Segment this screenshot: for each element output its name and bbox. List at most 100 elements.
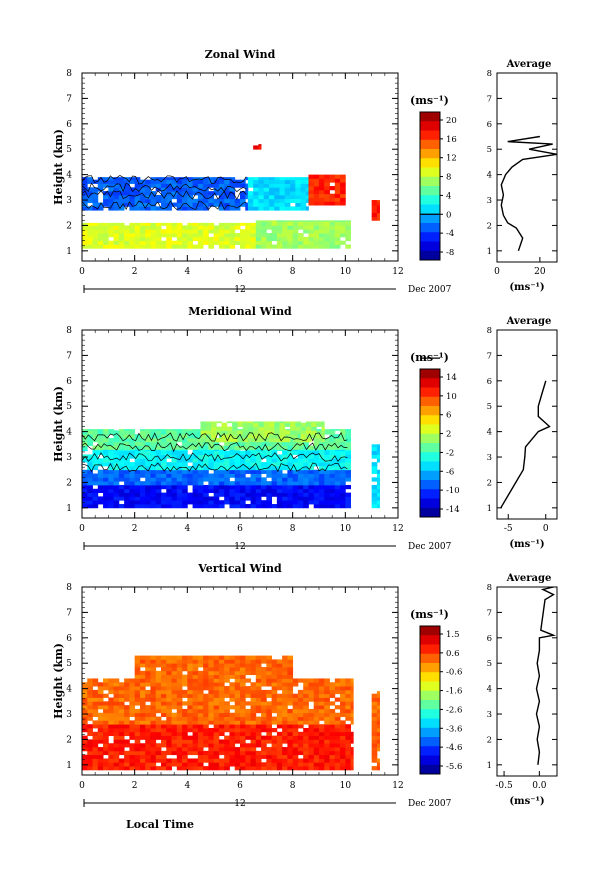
y-tick-label: 4	[66, 171, 72, 181]
heatmap-cell	[334, 441, 341, 446]
heatmap-cell	[229, 739, 236, 744]
heatmap-cell	[113, 693, 120, 698]
heatmap-cell	[218, 663, 225, 668]
heatmap-cell	[203, 194, 209, 200]
colorbar-frame	[419, 111, 441, 261]
heatmap-cell	[139, 724, 146, 729]
heatmap-cell	[203, 682, 209, 687]
heatmap-cell	[234, 693, 241, 698]
heatmap-cell	[166, 469, 172, 474]
heatmap-cell	[208, 720, 215, 725]
heatmap-cell	[87, 177, 93, 181]
heatmap-cell	[324, 697, 330, 702]
heatmap-cell	[266, 481, 272, 486]
heatmap-cell	[82, 236, 88, 242]
heatmap-cell	[176, 689, 183, 695]
heatmap-cell	[161, 481, 167, 486]
heatmap-cell	[276, 743, 283, 748]
heatmap-cell	[261, 682, 267, 687]
heatmap-cell	[218, 183, 225, 188]
heatmap-cell	[329, 473, 336, 478]
heatmap-cell	[237, 437, 244, 443]
heatmap-cell	[295, 179, 301, 184]
heatmap-cell	[287, 229, 294, 234]
heatmap-cell	[303, 743, 309, 748]
heatmap-cell	[129, 712, 136, 717]
heatmap-cell	[103, 750, 109, 756]
heatmap-cell	[282, 674, 288, 679]
heatmap-cell	[103, 225, 109, 230]
heatmap-cell	[253, 194, 259, 200]
heatmap-cell	[113, 477, 120, 482]
heatmap-cell	[97, 500, 104, 505]
heatmap-cell	[97, 693, 104, 698]
heatmap-cell	[145, 449, 151, 452]
heatmap-cell	[234, 202, 241, 207]
heatmap-cell	[134, 222, 141, 226]
heatmap-cell	[150, 496, 157, 501]
heatmap-cell	[258, 437, 265, 443]
heatmap-cell	[150, 222, 157, 226]
heatmap-cell	[297, 450, 304, 455]
heatmap-cell	[350, 716, 354, 721]
heatmap-cell	[134, 716, 141, 721]
heatmap-cell	[300, 426, 307, 431]
heatmap-cell	[250, 488, 257, 493]
heatmap-cell	[266, 244, 272, 249]
heatmap-cell	[371, 496, 378, 501]
heatmap-cell	[271, 693, 278, 698]
colorbar-swatch	[420, 186, 440, 196]
heatmap-cell	[197, 194, 204, 200]
heatmap-cell	[224, 198, 230, 203]
colorbar-swatch	[420, 626, 440, 636]
heatmap-cell	[234, 716, 241, 721]
heatmap-cell	[187, 222, 193, 226]
heatmap-cell	[324, 686, 330, 691]
heatmap-cell	[261, 716, 267, 721]
heatmap-cell	[208, 488, 215, 493]
heatmap-cell	[208, 484, 215, 490]
heatmap-cell	[166, 504, 172, 509]
heatmap-cell	[271, 221, 278, 226]
heatmap-cell	[197, 724, 204, 729]
heatmap-cell	[150, 705, 157, 710]
heatmap-cell	[329, 244, 336, 249]
heatmap-cell	[324, 758, 330, 763]
heatmap-cell	[340, 731, 346, 737]
heatmap-cell	[176, 701, 183, 706]
heatmap-cell	[182, 229, 188, 234]
heatmap-cell	[345, 735, 351, 740]
heatmap-cell	[155, 754, 162, 759]
heatmap-cell	[224, 708, 230, 714]
heatmap-cell	[303, 465, 309, 471]
heatmap-cell	[87, 762, 93, 767]
heatmap-cell	[103, 488, 109, 493]
heatmap-cell	[250, 754, 257, 759]
heatmap-cell	[303, 462, 309, 467]
heatmap-cell	[87, 469, 93, 474]
heatmap-cell	[208, 712, 215, 717]
heatmap-cell	[118, 739, 125, 744]
heatmap-cell	[276, 720, 283, 725]
heatmap-cell	[303, 750, 309, 756]
heatmap-cell	[290, 177, 296, 181]
colorbar-unit: (ms⁻¹)	[410, 608, 449, 621]
heatmap-cell	[334, 747, 341, 752]
heatmap-cell	[334, 492, 341, 497]
heatmap-cell	[155, 244, 162, 249]
heatmap-cell	[303, 716, 309, 721]
heatmap-cell	[166, 198, 172, 203]
heatmap-cell	[187, 183, 193, 188]
heatmap-cell	[124, 462, 130, 467]
heatmap-cell	[292, 244, 299, 249]
heatmap-cell	[108, 481, 114, 486]
heatmap-cell	[113, 481, 120, 486]
heatmap-cell	[279, 430, 286, 435]
heatmap-cell	[224, 225, 230, 230]
heatmap-cell	[376, 735, 380, 740]
heatmap-cell	[218, 697, 225, 702]
heatmap-cell	[340, 233, 346, 238]
heatmap-cell	[118, 731, 125, 737]
heatmap-cell	[124, 225, 130, 230]
y-tick-label: 5	[66, 145, 72, 155]
